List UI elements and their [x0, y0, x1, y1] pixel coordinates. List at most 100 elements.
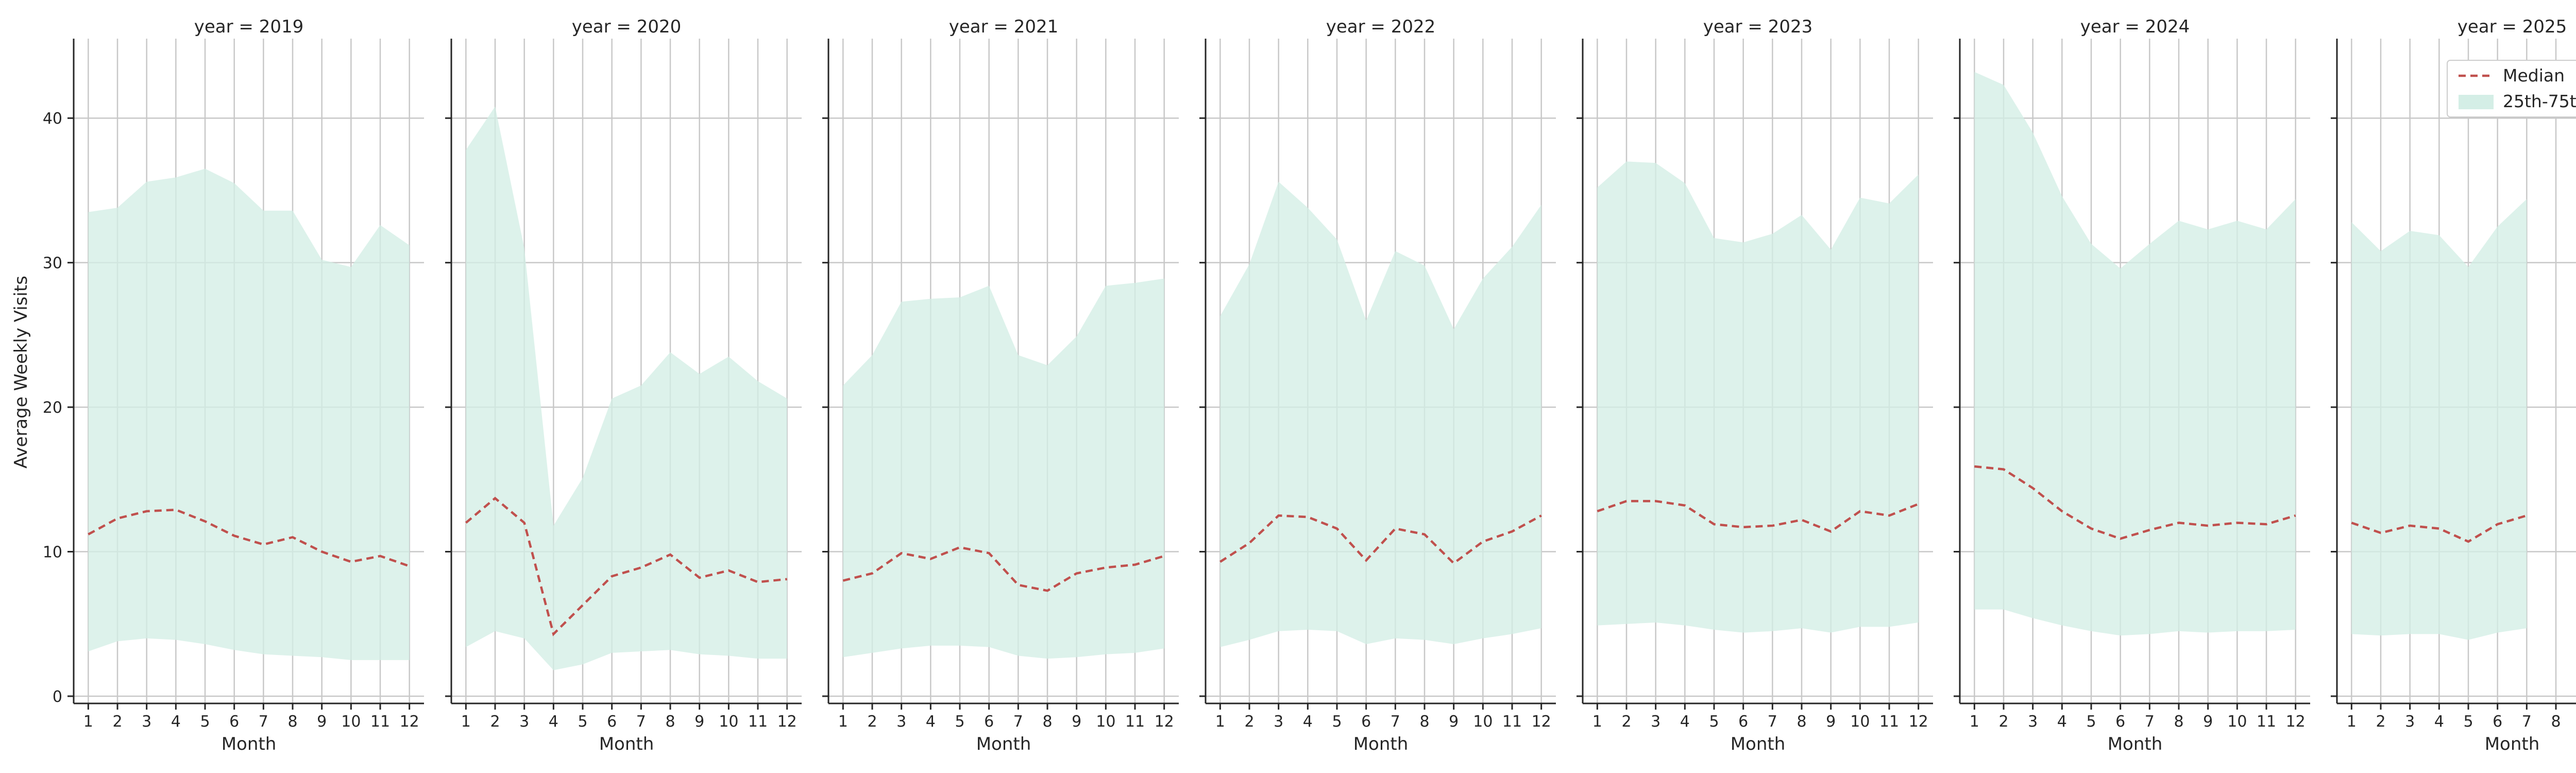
x-tick-label: 11 — [1502, 713, 1522, 731]
x-tick-label: 1 — [2347, 713, 2357, 731]
x-tick-label: 10 — [1850, 713, 1870, 731]
x-tick-label: 2 — [1244, 713, 1254, 731]
x-tick-label: 6 — [1361, 713, 1371, 731]
x-tick-label: 3 — [1651, 713, 1660, 731]
y-tick-label: 20 — [43, 399, 62, 417]
x-tick-label: 9 — [1449, 713, 1459, 731]
x-tick-label: 7 — [1768, 713, 1777, 731]
x-tick-label: 12 — [777, 713, 797, 731]
x-tick-label: 5 — [200, 713, 210, 731]
x-tick-label: 9 — [1826, 713, 1836, 731]
x-tick-label: 9 — [317, 713, 327, 731]
y-axis-label: Average Weekly Visits — [11, 276, 31, 468]
x-tick-label: 2 — [112, 713, 122, 731]
x-tick-label: 12 — [2286, 713, 2306, 731]
x-tick-label: 12 — [1532, 713, 1551, 731]
x-tick-label: 6 — [2493, 713, 2502, 731]
x-tick-label: 11 — [748, 713, 768, 731]
x-tick-label: 5 — [955, 713, 964, 731]
percentile-band — [466, 106, 787, 670]
median-line — [1597, 500, 1919, 533]
x-tick-label: 6 — [2115, 713, 2125, 731]
x-tick-label: 2 — [1621, 713, 1631, 731]
median-line — [842, 546, 1165, 592]
x-tick-label: 8 — [1042, 713, 1052, 731]
x-tick-label: 9 — [2203, 713, 2213, 731]
legend: Median 25th-75th Percentile — [2447, 60, 2576, 117]
y-tick-label: 10 — [43, 544, 62, 562]
x-tick-label: 2 — [867, 713, 877, 731]
x-tick-label: 11 — [370, 713, 390, 731]
x-tick-label: 2 — [490, 713, 500, 731]
x-tick-label: 12 — [1155, 713, 1174, 731]
x-tick-label: 2 — [2376, 713, 2385, 731]
median-line — [465, 496, 787, 636]
median-line — [2351, 514, 2527, 543]
x-tick-label: 4 — [926, 713, 936, 731]
x-tick-label: 10 — [1096, 713, 1115, 731]
x-tick-label: 7 — [2145, 713, 2155, 731]
y-tick-label: 30 — [43, 255, 62, 273]
x-tick-label: 3 — [896, 713, 906, 731]
x-tick-label: 3 — [2405, 713, 2415, 731]
panel-title: year = 2024 — [2080, 16, 2190, 37]
x-tick-label: 5 — [1709, 713, 1719, 731]
x-tick-label: 12 — [1909, 713, 1928, 731]
x-tick-label: 7 — [1391, 713, 1400, 731]
x-axis-label: Month — [2108, 734, 2163, 754]
x-tick-label: 10 — [2227, 713, 2247, 731]
x-tick-label: 7 — [636, 713, 646, 731]
percentile-band — [843, 278, 1164, 659]
panel-title: year = 2021 — [949, 16, 1058, 37]
x-tick-label: 5 — [2086, 713, 2096, 731]
percentile-band — [2351, 199, 2527, 640]
x-tick-label: 7 — [259, 713, 268, 731]
x-axis-label: Month — [976, 734, 1031, 754]
x-tick-label: 5 — [578, 713, 587, 731]
x-axis-label: Month — [1353, 734, 1409, 754]
x-tick-label: 7 — [2522, 713, 2532, 731]
x-tick-label: 3 — [2028, 713, 2038, 731]
y-tick-label: 40 — [43, 110, 62, 128]
x-axis-label: Month — [222, 734, 277, 754]
panel-title: year = 2020 — [572, 16, 681, 37]
x-axis-label: Month — [599, 734, 654, 754]
x-tick-label: 12 — [400, 713, 419, 731]
x-tick-label: 3 — [519, 713, 529, 731]
x-tick-label: 10 — [719, 713, 738, 731]
x-tick-label: 4 — [171, 713, 181, 731]
x-axis-label: Month — [2485, 734, 2540, 754]
x-tick-label: 9 — [1072, 713, 1081, 731]
x-tick-label: 1 — [461, 713, 471, 731]
percentile-band — [1220, 181, 1541, 647]
x-tick-label: 1 — [83, 713, 93, 731]
x-tick-label: 6 — [607, 713, 617, 731]
x-tick-label: 8 — [2174, 713, 2183, 731]
x-tick-label: 7 — [1013, 713, 1023, 731]
x-tick-label: 11 — [1879, 713, 1899, 731]
percentile-band — [1597, 161, 1919, 633]
x-tick-label: 4 — [2057, 713, 2067, 731]
x-tick-label: 1 — [1215, 713, 1225, 731]
x-tick-label: 3 — [142, 713, 151, 731]
x-tick-label: 8 — [2551, 713, 2561, 731]
legend-band-swatch — [2459, 95, 2494, 109]
x-tick-label: 4 — [1680, 713, 1690, 731]
x-tick-label: 1 — [1592, 713, 1602, 731]
x-tick-label: 4 — [549, 713, 558, 731]
y-tick-label: 0 — [53, 688, 62, 706]
x-tick-label: 11 — [2257, 713, 2276, 731]
legend-median-label: Median — [2503, 65, 2565, 86]
x-tick-label: 6 — [1738, 713, 1748, 731]
panel-title: year = 2023 — [1703, 16, 1812, 37]
x-tick-label: 10 — [1473, 713, 1493, 731]
x-tick-label: 10 — [341, 713, 361, 731]
x-tick-label: 8 — [1797, 713, 1806, 731]
x-tick-label: 1 — [838, 713, 848, 731]
